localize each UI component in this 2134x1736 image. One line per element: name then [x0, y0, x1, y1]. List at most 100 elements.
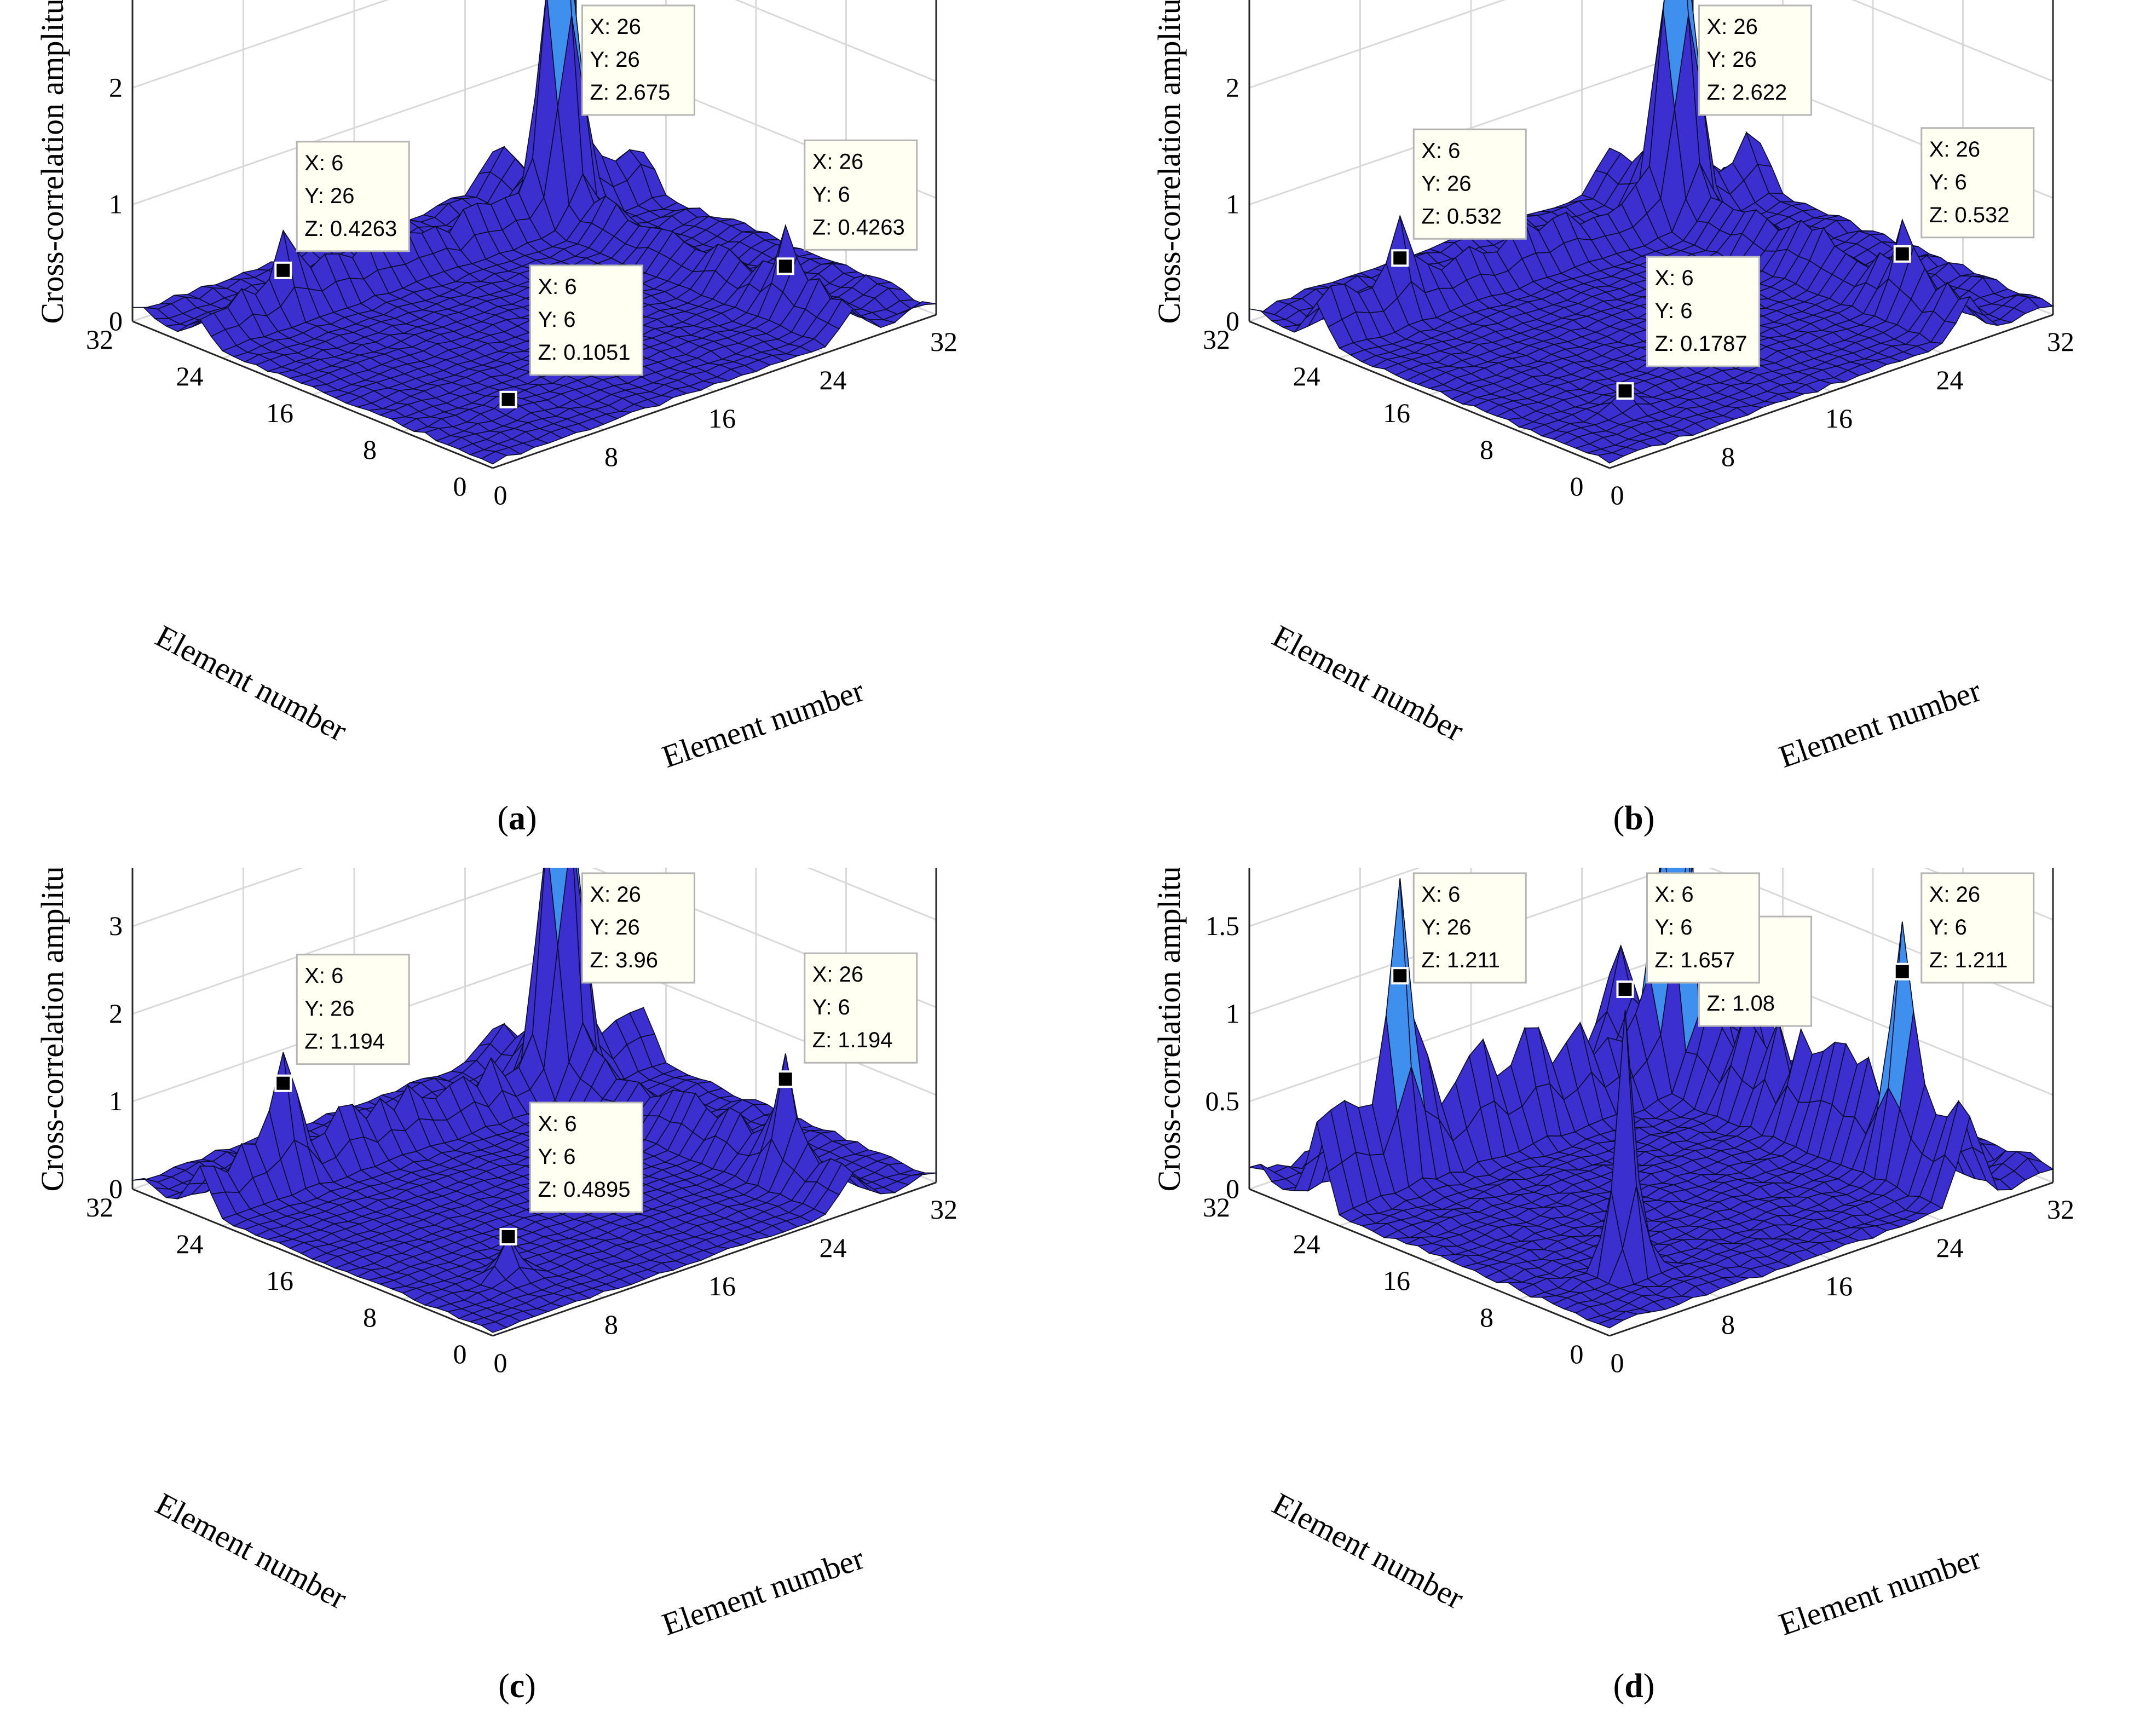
grid-line [1249, 0, 1506, 89]
datatip-marker[interactable] [1391, 967, 1409, 985]
datatip-text: Z: 2.675 [590, 80, 671, 105]
x-tick-label: 32 [930, 1194, 958, 1225]
caption-close-paren: ) [1643, 800, 1655, 837]
datatip[interactable]: X: 6 Y: 26 Z: 1.211 [1391, 872, 1527, 985]
surface-cell [1597, 1318, 1625, 1329]
datatip-marker[interactable] [274, 261, 292, 279]
grid-line [132, 0, 389, 89]
datatip[interactable]: X: 26 Y: 26 Z: 2.675 [553, 0, 695, 116]
datatip-text: Y: 6 [812, 995, 850, 1019]
datatip-text: Y: 26 [1421, 171, 1471, 195]
datatip-marker[interactable] [776, 1070, 794, 1088]
datatip-text: Z: 1.211 [1421, 948, 1500, 972]
datatip-marker[interactable] [274, 1074, 292, 1092]
chart-c: 012340816243208162432Cross-correlation a… [34, 868, 958, 1642]
y-tick-label: 24 [176, 361, 204, 391]
y-axis-label: Element number [1267, 618, 1469, 748]
datatip-text: X: 26 [1929, 137, 1980, 162]
y-tick-label: 0 [453, 1339, 467, 1369]
datatip-marker[interactable] [1391, 249, 1409, 267]
datatip[interactable]: X: 6 Y: 26 Z: 0.532 [1391, 128, 1527, 267]
x-axis-label: Element number [657, 672, 868, 775]
x-tick-label: 16 [1825, 403, 1853, 434]
datatip-box [296, 954, 410, 1065]
y-tick-label: 32 [1203, 1192, 1230, 1222]
datatip-marker[interactable] [776, 257, 794, 275]
panel-caption: (b) [1552, 799, 1716, 838]
datatip-text: Z: 3.96 [590, 948, 659, 972]
surface [1249, 0, 2055, 464]
panel-c: 012340816243208162432Cross-correlation a… [0, 868, 1067, 1735]
grid-line [806, 868, 937, 921]
panel-caption: (d) [1552, 1667, 1716, 1706]
datatip[interactable]: X: 6 Y: 6 Z: 1.657 [1616, 872, 1760, 999]
datatip[interactable]: X: 6 Y: 6 Z: 0.1051 [499, 264, 643, 408]
datatip-box [804, 952, 918, 1064]
datatip[interactable]: X: 26 Y: 26 Z: 2.622 [1670, 0, 1812, 116]
datatip-text: X: 26 [1929, 883, 1980, 907]
datatip-text: Z: 1.194 [304, 1030, 385, 1054]
x-tick-label: 32 [2047, 326, 2074, 357]
datatip-text: X: 26 [1707, 15, 1758, 39]
axis-line [1609, 1181, 2054, 1337]
z-axis-label: Cross-correlation amplitude [1151, 0, 1187, 324]
datatip-marker[interactable] [1893, 245, 1911, 263]
x-tick-label: 32 [930, 326, 958, 357]
z-tick-label: 0 [109, 1173, 123, 1204]
datatip[interactable]: X: 26 Y: 6 Z: 0.532 [1893, 127, 2035, 263]
axis-line [1249, 1188, 1610, 1337]
axis-line [492, 1181, 937, 1337]
x-tick-label: 8 [604, 1309, 618, 1340]
panel-caption: (c) [435, 1667, 599, 1706]
datatip-box [1412, 128, 1527, 240]
datatip-marker[interactable] [499, 390, 517, 408]
datatip-marker[interactable] [1616, 981, 1634, 999]
datatip[interactable]: X: 6 Y: 6 Z: 0.1787 [1616, 256, 1760, 400]
datatip-text: X: 6 [1421, 139, 1460, 163]
datatip-text: Z: 1.657 [1655, 948, 1735, 972]
datatip-text: Z: 0.1787 [1655, 332, 1747, 356]
datatip-marker[interactable] [1893, 962, 1911, 981]
datatip-box [1412, 872, 1527, 984]
y-tick-label: 24 [176, 1229, 204, 1259]
datatip-marker[interactable] [1616, 382, 1634, 400]
datatip-text: Y: 26 [1421, 915, 1471, 939]
datatip-text: Z: 1.194 [812, 1028, 893, 1052]
x-tick-label: 16 [708, 1271, 736, 1301]
datatip-box [581, 4, 695, 116]
surface-cell [1597, 452, 1625, 464]
datatip-text: Y: 26 [590, 48, 640, 72]
grid-line [1851, 0, 2054, 82]
datatip[interactable]: X: 26 Y: 6 Z: 1.211 [1893, 872, 2035, 984]
x-axis-label: Element number [1774, 1540, 1985, 1642]
datatip-text: Z: 0.1051 [538, 341, 631, 365]
datatip[interactable]: X: 6 Y: 26 Z: 0.4263 [274, 141, 410, 279]
z-tick-label: 0 [1226, 305, 1239, 336]
datatip-box [1646, 256, 1760, 367]
datatip[interactable]: X: 26 Y: 6 Z: 0.4263 [776, 139, 918, 275]
z-tick-label: 0 [109, 305, 123, 336]
z-tick-label: 0.5 [1206, 1086, 1240, 1116]
y-tick-label: 0 [1570, 1339, 1584, 1369]
grid-line [734, 0, 937, 82]
datatip[interactable]: X: 6 Y: 6 Z: 0.4895 [499, 1101, 643, 1245]
grid-line [132, 868, 558, 1015]
x-axis-label: Element number [657, 1540, 868, 1642]
datatip-marker[interactable] [499, 1227, 517, 1245]
datatip-text: Y: 26 [304, 184, 354, 208]
datatip-text: X: 26 [812, 149, 863, 174]
datatip[interactable]: X: 26 Y: 26 Z: 3.96 [553, 868, 695, 984]
datatip-text: Z: 0.4263 [304, 217, 397, 241]
x-tick-label: 16 [1825, 1271, 1853, 1301]
datatip[interactable]: X: 6 Y: 26 Z: 1.194 [274, 954, 410, 1092]
caption-letter: a [509, 800, 526, 837]
datatip[interactable]: X: 26 Y: 6 Z: 1.194 [776, 952, 918, 1088]
surface-cell [480, 451, 508, 465]
datatip-box [804, 139, 918, 251]
x-tick-label: 16 [708, 403, 736, 434]
datatip-text: Z: 1.211 [1929, 948, 2008, 972]
z-axis-label: Cross-correlation amplitude [34, 868, 70, 1192]
